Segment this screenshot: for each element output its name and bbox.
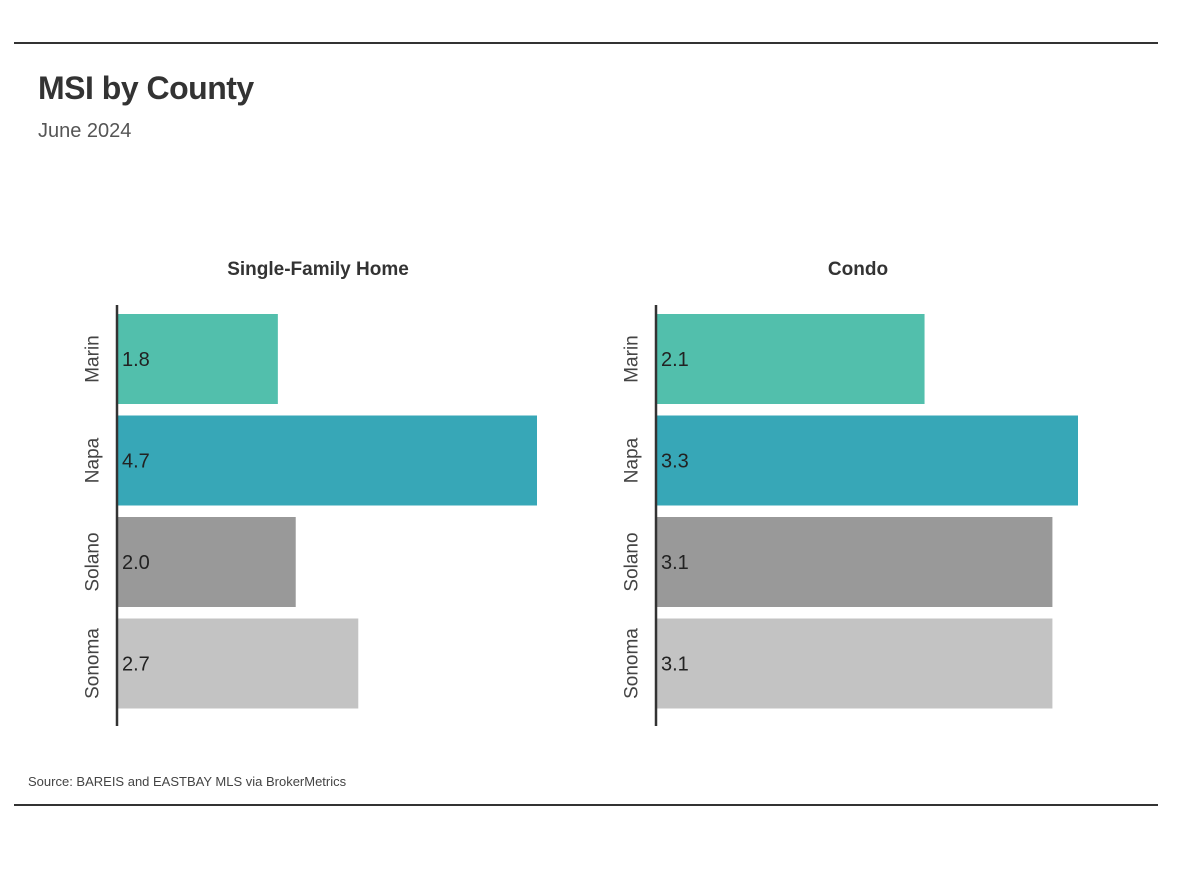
top-rule	[14, 42, 1158, 44]
value-label-solano: 2.0	[122, 552, 150, 574]
value-label-solano: 3.1	[661, 552, 689, 574]
bar-solano	[656, 517, 1053, 607]
value-label-napa: 3.3	[661, 451, 689, 473]
value-label-napa: 4.7	[122, 451, 150, 473]
bar-solano	[117, 517, 296, 607]
panel-title: Condo	[828, 259, 888, 280]
value-label-sonoma: 2.7	[122, 654, 150, 676]
category-label-marin: Marin	[83, 335, 104, 383]
category-label-sonoma: Sonoma	[83, 628, 104, 699]
value-label-marin: 2.1	[661, 349, 689, 371]
bar-marin	[656, 314, 925, 404]
panel-title: Single-Family Home	[227, 259, 409, 280]
chart-subtitle: June 2024	[38, 120, 132, 142]
value-label-marin: 1.8	[122, 349, 150, 371]
category-label-sonoma: Sonoma	[622, 628, 643, 699]
bottom-rule	[14, 804, 1158, 806]
bar-sonoma	[117, 618, 359, 709]
bar-sonoma	[656, 618, 1053, 709]
panel-single-family-home: Single-Family Home 1.8 Marin 4.7 Napa 2.0 Sola…	[83, 259, 537, 726]
source-note: Source: BAREIS and EASTBAY MLS via Broke…	[28, 774, 347, 789]
chart-title: MSI by County	[38, 70, 254, 106]
bar-marin	[117, 314, 278, 404]
category-label-marin: Marin	[622, 335, 643, 383]
bar-napa	[656, 415, 1078, 506]
category-label-napa: Napa	[83, 437, 104, 483]
value-label-sonoma: 3.1	[661, 654, 689, 676]
category-label-napa: Napa	[622, 437, 643, 483]
category-label-solano: Solano	[622, 532, 643, 591]
panel-condo: Condo 2.1 Marin 3.3 Napa 3.1 Solano 3.1 Sonoma	[622, 259, 1078, 726]
bar-napa	[117, 415, 537, 506]
category-label-solano: Solano	[83, 532, 104, 591]
